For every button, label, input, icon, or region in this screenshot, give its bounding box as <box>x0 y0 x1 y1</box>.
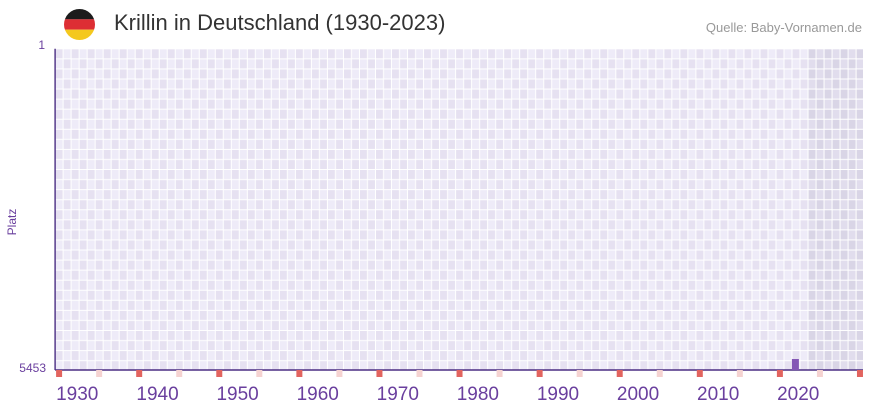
svg-text:1940: 1940 <box>136 384 178 405</box>
svg-text:1980: 1980 <box>457 384 499 405</box>
svg-text:1960: 1960 <box>297 384 339 405</box>
svg-text:1: 1 <box>38 38 45 52</box>
svg-text:2020: 2020 <box>777 384 819 405</box>
svg-text:1970: 1970 <box>377 384 419 405</box>
svg-text:1950: 1950 <box>216 384 258 405</box>
svg-text:1990: 1990 <box>537 384 579 405</box>
svg-text:2000: 2000 <box>617 384 659 405</box>
svg-text:1930: 1930 <box>56 384 98 405</box>
svg-text:5453: 5453 <box>19 361 46 375</box>
svg-text:2010: 2010 <box>697 384 739 405</box>
svg-text:Platz: Platz <box>5 209 19 236</box>
